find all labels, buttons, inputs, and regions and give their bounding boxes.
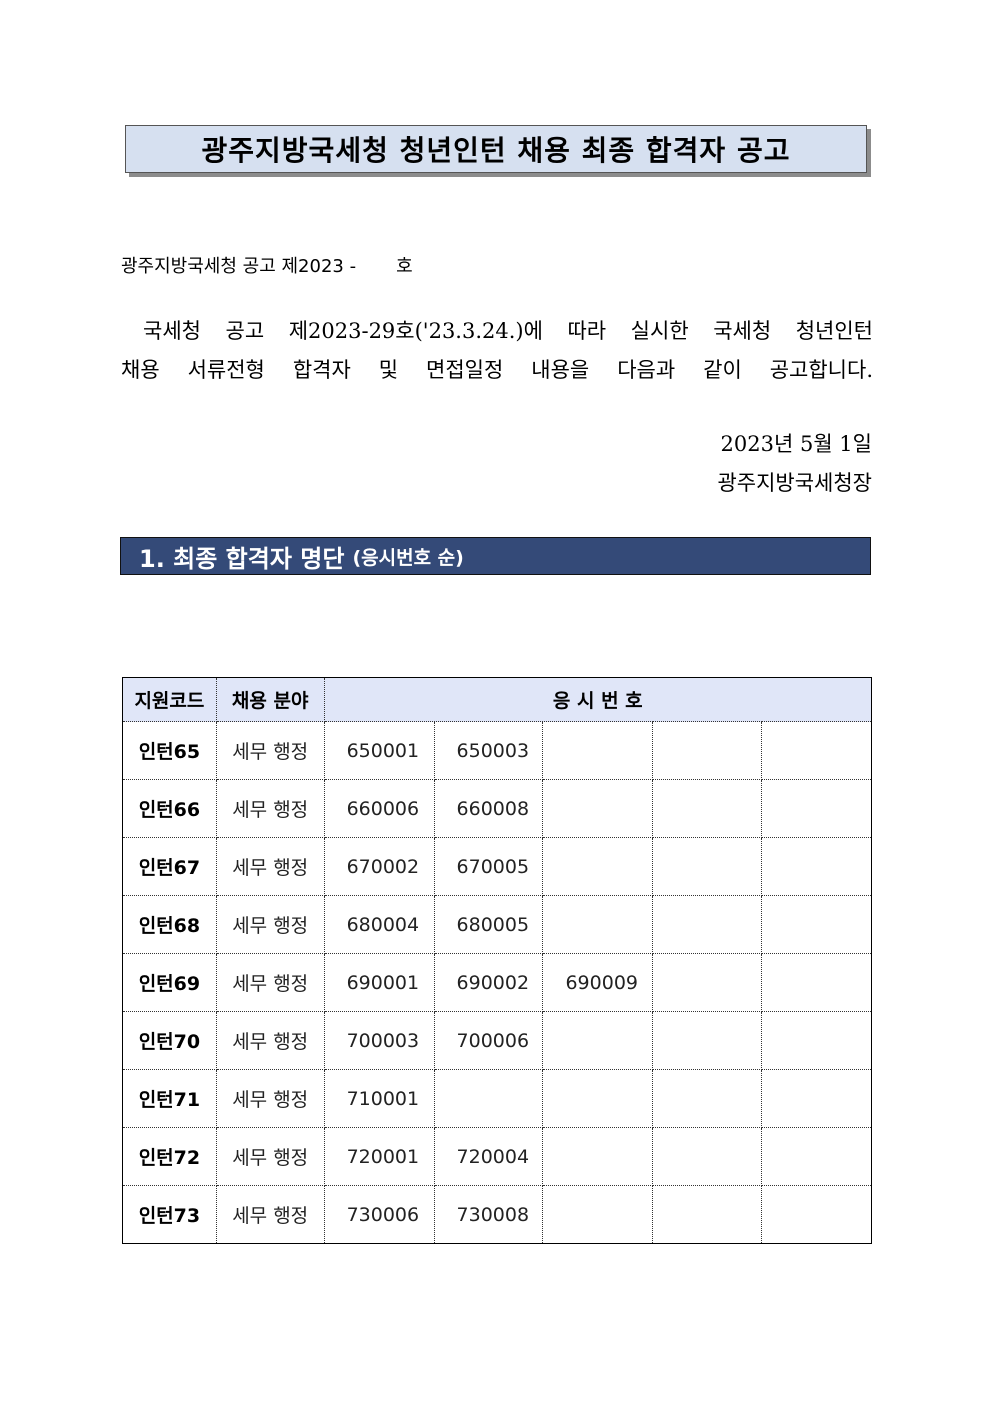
exam-number-cell (761, 953, 872, 1012)
exam-number-cell (542, 895, 654, 954)
applicant-code-cell: 인턴72 (122, 1127, 217, 1186)
exam-number-cell (761, 721, 872, 780)
field-cell: 세무 행정 (215, 1185, 325, 1244)
applicant-code-cell: 인턴68 (122, 895, 217, 954)
exam-number-cell (652, 953, 763, 1012)
issuer: 광주지방국세청장 (717, 471, 872, 495)
applicant-code-cell: 인턴70 (122, 1011, 217, 1070)
exam-number-cell: 650003 (433, 721, 544, 780)
exam-number-cell (761, 837, 872, 896)
exam-number-cell: 680005 (433, 895, 544, 954)
body-line-2: 채용 서류전형 합격자 및 면접일정 내용을 다음과 같이 공고합니다. (121, 358, 873, 382)
header-code: 지원코드 (122, 677, 217, 722)
exam-number-cell: 730006 (323, 1185, 435, 1244)
table-row: 인턴65 세무 행정 650001 650003 (122, 721, 872, 780)
field-cell: 세무 행정 (215, 837, 325, 896)
exam-number-cell (542, 1127, 654, 1186)
applicant-code-cell: 인턴71 (122, 1069, 217, 1128)
exam-number-cell (542, 1011, 654, 1070)
exam-number-cell (652, 895, 763, 954)
section-title: 1. 최종 합격자 명단 (139, 544, 345, 573)
exam-number-cell: 710001 (323, 1069, 435, 1128)
exam-number-cell (652, 1011, 763, 1070)
exam-number-cell (652, 1185, 763, 1244)
field-cell: 세무 행정 (215, 895, 325, 954)
section-subtitle: (응시번호 순) (352, 546, 464, 569)
table-header-row: 지원코드 채용 분야 응 시 번 호 (122, 677, 873, 722)
exam-number-cell: 670002 (323, 837, 435, 896)
exam-number-cell (652, 1069, 763, 1128)
exam-number-cell (542, 1069, 654, 1128)
exam-number-cell (652, 721, 763, 780)
field-cell: 세무 행정 (215, 953, 325, 1012)
applicant-code-cell: 인턴66 (122, 779, 217, 838)
exam-number-cell (761, 895, 872, 954)
exam-number-cell: 670005 (433, 837, 544, 896)
applicant-code-cell: 인턴69 (122, 953, 217, 1012)
notice-number: 광주지방국세청 공고 제2023 - 호 (121, 252, 413, 278)
applicant-code-cell: 인턴67 (122, 837, 217, 896)
exam-number-cell: 690001 (323, 953, 435, 1012)
exam-number-cell (761, 779, 872, 838)
exam-number-cell (433, 1069, 544, 1128)
table-row: 인턴68 세무 행정 680004 680005 (122, 895, 872, 954)
table-row: 인턴69 세무 행정 690001 690002 690009 (122, 953, 872, 1012)
table-row: 인턴71 세무 행정 710001 (122, 1069, 872, 1128)
notice-date: 2023년 5월 1일 (720, 432, 872, 456)
body-line-1: 국세청 공고 제2023-29호('23.3.24.)에 따라 실시한 국세청 … (143, 319, 873, 343)
exam-number-cell: 660006 (323, 779, 435, 838)
exam-number-cell: 690009 (542, 953, 654, 1012)
exam-number-cell (761, 1069, 872, 1128)
field-cell: 세무 행정 (215, 721, 325, 780)
field-cell: 세무 행정 (215, 1127, 325, 1186)
exam-number-cell (652, 1127, 763, 1186)
exam-number-cell (542, 1185, 654, 1244)
section-heading: 1. 최종 합격자 명단 (응시번호 순) (120, 537, 871, 575)
field-cell: 세무 행정 (215, 1069, 325, 1128)
exam-number-cell (652, 837, 763, 896)
exam-number-cell: 730008 (433, 1185, 544, 1244)
notice-number-suffix: 호 (396, 256, 413, 277)
exam-number-cell (761, 1127, 872, 1186)
exam-number-cell: 720004 (433, 1127, 544, 1186)
exam-number-cell: 660008 (433, 779, 544, 838)
exam-number-cell (761, 1011, 872, 1070)
exam-number-cell (542, 837, 654, 896)
field-cell: 세무 행정 (215, 1011, 325, 1070)
results-table: 지원코드 채용 분야 응 시 번 호 인턴65 세무 행정 650001 650003… (122, 677, 873, 1244)
document-title: 광주지방국세청 청년인턴 채용 최종 합격자 공고 (125, 125, 867, 173)
notice-body: 국세청 공고 제2023-29호('23.3.24.)에 따라 실시한 국세청 … (121, 312, 873, 390)
header-numbers: 응 시 번 호 (323, 677, 873, 722)
exam-number-cell (761, 1185, 872, 1244)
exam-number-cell (652, 779, 763, 838)
exam-number-cell (542, 779, 654, 838)
table-row: 인턴73 세무 행정 730006 730008 (122, 1185, 872, 1244)
exam-number-cell: 680004 (323, 895, 435, 954)
exam-number-cell: 700006 (433, 1011, 544, 1070)
applicant-code-cell: 인턴73 (122, 1185, 217, 1244)
notice-number-prefix: 광주지방국세청 공고 제2023 - (121, 256, 357, 277)
field-cell: 세무 행정 (215, 779, 325, 838)
table-row: 인턴67 세무 행정 670002 670005 (122, 837, 872, 896)
signature-block: 2023년 5월 1일 광주지방국세청장 (717, 425, 872, 503)
table-row: 인턴66 세무 행정 660006 660008 (122, 779, 872, 838)
applicant-code-cell: 인턴65 (122, 721, 217, 780)
exam-number-cell: 650001 (323, 721, 435, 780)
exam-number-cell: 690002 (433, 953, 544, 1012)
table-row: 인턴70 세무 행정 700003 700006 (122, 1011, 872, 1070)
exam-number-cell: 700003 (323, 1011, 435, 1070)
header-field: 채용 분야 (215, 677, 325, 722)
exam-number-cell (542, 721, 654, 780)
table-row: 인턴72 세무 행정 720001 720004 (122, 1127, 872, 1186)
exam-number-cell: 720001 (323, 1127, 435, 1186)
